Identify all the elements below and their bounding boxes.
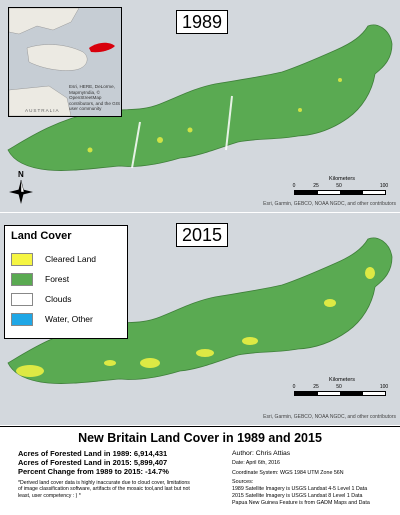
legend-title: Land Cover — [11, 230, 72, 242]
map-metadata: Author: Chris Attias Date: April 6th, 20… — [232, 449, 397, 507]
scale-tick-0: 0 — [292, 183, 296, 189]
basemap-attribution-1989: Esri, Garmin, GEBCO, NOAA NGDC, and othe… — [263, 201, 396, 207]
scale-bar-graphic — [294, 391, 386, 396]
scale-tick-100: 100 — [379, 183, 389, 189]
legend-swatch-forest — [11, 272, 33, 286]
inset-australia — [9, 85, 72, 116]
scale-title: Kilometers — [329, 176, 355, 182]
map-panel-2015: 2015 Land Cover Cleared Land Forest Clou… — [0, 213, 400, 425]
north-arrow: N — [6, 170, 40, 208]
scale-bar-1989: Kilometers 0 25 50 100 — [292, 176, 390, 196]
scale-tick-50: 50 — [336, 384, 342, 390]
scale-tick-0: 0 — [292, 384, 296, 390]
north-arrow-label: N — [18, 170, 24, 179]
stat-percent-change: Percent Change from 1989 to 2015: -14.7% — [18, 467, 169, 476]
basemap-attribution-2015: Esri, Garmin, GEBCO, NOAA NGDC, and othe… — [263, 414, 396, 420]
coordinate-system-line: Coordinate System: WGS 1984 UTM Zone 56N — [232, 469, 344, 476]
scale-tick-25: 25 — [313, 183, 319, 189]
source-item: Papua New Guinea Feature is from GADM Ma… — [232, 499, 370, 506]
legend-swatch-water — [11, 312, 33, 326]
island-map-1989 — [7, 24, 393, 172]
locator-inset-map: Esri, HERE, DeLorme, MapmyIndia, © OpenS… — [8, 7, 122, 117]
scale-tick-25: 25 — [313, 384, 319, 390]
accuracy-footnote: *Derived land cover data is highly inacc… — [18, 480, 190, 499]
cleared-land-patches-1989 — [87, 78, 342, 153]
inset-country-label: AUSTRALIA — [25, 108, 60, 113]
forest-stats: Acres of Forested Land in 1989: 6,914,43… — [18, 449, 228, 499]
inset-new-guinea — [26, 44, 88, 71]
info-section: New Britain Land Cover in 1989 and 2015 … — [0, 426, 400, 515]
year-label-1989: 1989 — [176, 10, 228, 34]
scale-bar-2015: Kilometers 0 25 50 100 — [292, 377, 390, 397]
scale-bar-graphic — [294, 190, 386, 195]
legend-item-cleared-land: Cleared Land — [11, 252, 96, 266]
map-panel-1989: 1989 Esri, HERE, DeLorme, MapmyIndia, © … — [0, 0, 400, 212]
stat-1989: Acres of Forested Land in 1989: 6,914,43… — [18, 449, 168, 458]
sources-title: Sources: — [232, 478, 254, 485]
page-title: New Britain Land Cover in 1989 and 2015 — [78, 431, 322, 445]
stat-2015: Acres of Forested Land in 2015: 5,899,40… — [18, 458, 168, 467]
locator-map-svg — [9, 8, 115, 116]
legend-swatch-clouds — [11, 292, 33, 306]
cloud-strips-1989 — [131, 95, 233, 169]
legend-item-water-other: Water, Other — [11, 312, 93, 326]
north-arrow-icon — [9, 179, 33, 204]
legend-item-forest: Forest — [11, 272, 69, 286]
inset-attribution: Esri, HERE, DeLorme, MapmyIndia, © OpenS… — [69, 84, 121, 111]
scale-tick-100: 100 — [379, 384, 389, 390]
source-item: 2015 Satellite Imagery is USGS Landsat 8… — [232, 492, 363, 499]
island-map-2015 — [7, 237, 393, 385]
source-item: 1989 Satellite Imagery is USGS Landsat 4… — [232, 485, 368, 492]
legend-swatch-cleared — [11, 252, 33, 266]
inset-landmass-north — [9, 8, 80, 35]
scale-title: Kilometers — [329, 377, 355, 383]
date-line: Date: April 6th, 2016 — [232, 459, 280, 466]
author-line: Author: Chris Attias — [232, 450, 291, 457]
scale-tick-50: 50 — [336, 183, 342, 189]
legend-item-clouds: Clouds — [11, 292, 71, 306]
year-label-2015: 2015 — [176, 223, 228, 247]
land-cover-legend: Land Cover Cleared Land Forest Clouds Wa… — [4, 225, 128, 339]
inset-highlight-new-britain — [89, 42, 115, 53]
cleared-land-patches-2015 — [16, 267, 375, 377]
